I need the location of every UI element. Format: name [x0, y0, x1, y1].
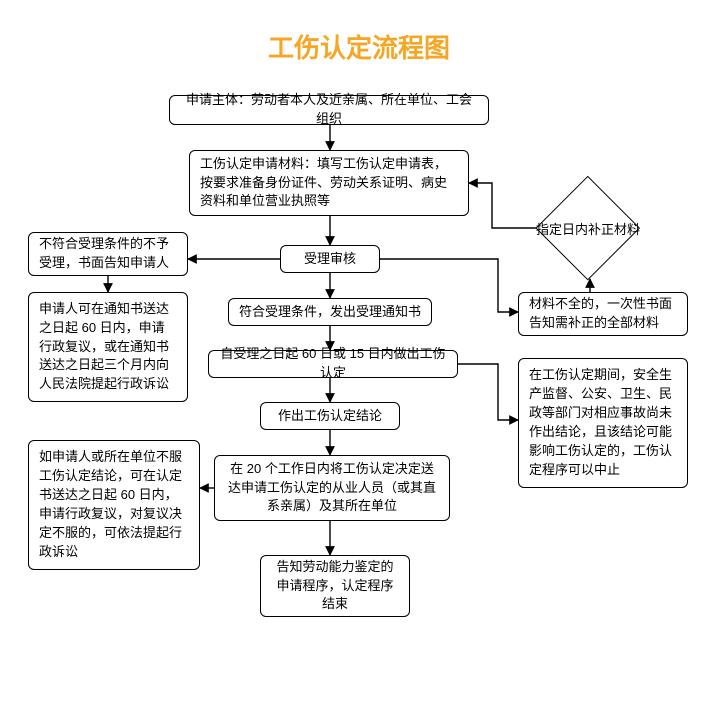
flow-node-n11: 如申请人或所在单位不服工伤认定结论，可在认定书送达之日起 60 日内，申请行政复…: [28, 440, 200, 570]
decision-diamond: [536, 176, 640, 280]
node-text: 如申请人或所在单位不服工伤认定结论，可在认定书送达之日起 60 日内，申请行政复…: [39, 448, 189, 561]
edge-d1-n2: [469, 183, 536, 228]
flow-node-n9: 在工伤认定期间，安全生产监督、公安、卫生、民政等部门对相应事故尚未作出结论，且该…: [518, 358, 688, 488]
node-text: 材料不全的，一次性书面告知需补正的全部材料: [529, 295, 677, 333]
edge-n8-n9: [458, 364, 518, 420]
flow-node-n10: 作出工伤认定结论: [260, 402, 400, 430]
flow-node-n3: 受理审核: [280, 245, 380, 273]
node-text: 符合受理条件，发出受理通知书: [239, 303, 421, 322]
flow-node-n1: 申请主体：劳动者本人及近亲属、所在单位、工会组织: [169, 95, 489, 125]
flow-node-n5: 申请人可在通知书送达之日起 60 日内，申请行政复议，或在通知书送达之日起三个月…: [28, 292, 188, 402]
node-text: 告知劳动能力鉴定的申请程序，认定程序结束: [271, 558, 399, 615]
node-text: 在 20 个工作日内将工伤认定决定送达申请工伤认定的从业人员（或其直系亲属）及其…: [225, 460, 439, 517]
flow-node-n6: 符合受理条件，发出受理通知书: [228, 298, 432, 326]
chart-title: 工伤认定流程图: [0, 28, 718, 65]
node-text: 申请主体：劳动者本人及近亲属、所在单位、工会组织: [180, 91, 478, 129]
flow-node-n13: 告知劳动能力鉴定的申请程序，认定程序结束: [260, 555, 410, 617]
flow-node-n8: 自受理之日起 60 日或 15 日内做出工伤认定: [208, 350, 458, 378]
node-text: 工伤认定申请材料：填写工伤认定申请表，按要求准备身份证件、劳动关系证明、病史资料…: [200, 155, 458, 212]
node-text: 受理审核: [304, 250, 356, 269]
flow-node-n7: 材料不全的，一次性书面告知需补正的全部材料: [518, 292, 688, 336]
node-text: 不符合受理条件的不予受理，书面告知申请人: [39, 235, 177, 273]
node-text: 申请人可在通知书送达之日起 60 日内，申请行政复议，或在通知书送达之日起三个月…: [39, 300, 177, 394]
flow-node-n4: 不符合受理条件的不予受理，书面告知申请人: [28, 232, 188, 276]
node-text: 作出工伤认定结论: [278, 407, 382, 426]
flow-node-n12: 在 20 个工作日内将工伤认定决定送达申请工伤认定的从业人员（或其直系亲属）及其…: [214, 455, 450, 521]
flowchart-canvas: 工伤认定流程图 申请主体：劳动者本人及近亲属、所在单位、工会组织工伤认定申请材料…: [0, 0, 718, 705]
node-text: 在工伤认定期间，安全生产监督、公安、卫生、民政等部门对相应事故尚未作出结论，且该…: [529, 366, 677, 479]
flow-node-n2: 工伤认定申请材料：填写工伤认定申请表，按要求准备身份证件、劳动关系证明、病史资料…: [189, 150, 469, 216]
node-text: 自受理之日起 60 日或 15 日内做出工伤认定: [219, 345, 447, 383]
